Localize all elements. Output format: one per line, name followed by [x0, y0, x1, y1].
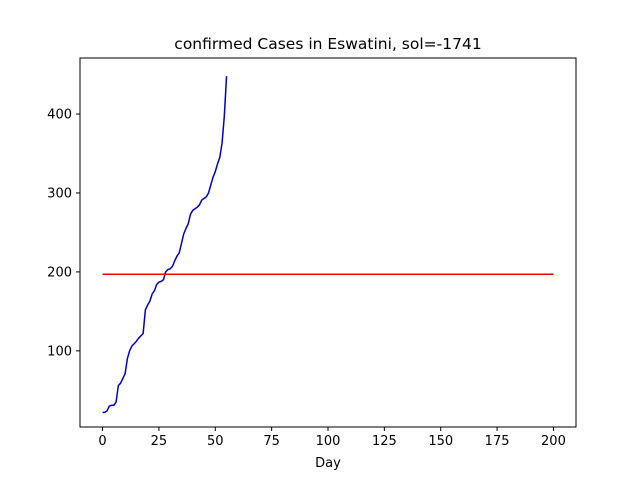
x-tick-label: 25: [151, 434, 168, 449]
y-axis: 100 200 300 400: [47, 108, 80, 359]
series-layer: [102, 76, 554, 414]
x-tick-label: 50: [207, 434, 224, 449]
y-tick-label: 100: [47, 344, 72, 359]
x-tick-label: 100: [316, 434, 341, 449]
x-axis: 0 25 50 75 100 125 150 175 200: [98, 427, 566, 449]
x-tick-label: 150: [428, 434, 453, 449]
y-tick-label: 300: [47, 186, 72, 201]
chart-title: confirmed Cases in Eswatini, sol=-1741: [174, 35, 481, 53]
x-tick-label: 0: [98, 434, 106, 449]
x-tick-label: 175: [485, 434, 510, 449]
series-line-0: [102, 76, 228, 414]
x-axis-title: Day: [315, 456, 341, 471]
x-tick-label: 200: [541, 434, 566, 449]
y-tick-label: 400: [47, 108, 72, 123]
x-tick-label: 125: [372, 434, 397, 449]
y-tick-label: 200: [47, 265, 72, 280]
x-tick-label: 75: [263, 434, 280, 449]
